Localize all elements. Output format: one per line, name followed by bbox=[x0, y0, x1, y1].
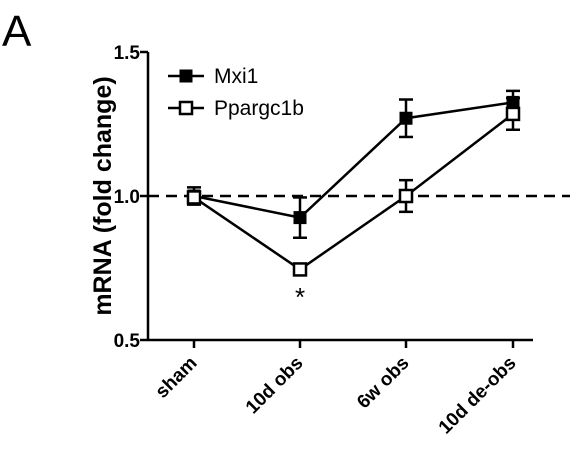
data-point bbox=[292, 262, 308, 277]
series-group bbox=[186, 89, 521, 277]
y-tick-label: 0.5 bbox=[114, 331, 141, 352]
legend: Mxi1 Ppargc1b bbox=[168, 65, 304, 120]
annotations: * bbox=[295, 282, 305, 312]
x-tick-label: 6w obs bbox=[353, 353, 413, 413]
legend-marker bbox=[179, 69, 193, 83]
legend-marker bbox=[178, 100, 194, 116]
y-axis-label: mRNA (fold change) bbox=[89, 76, 117, 315]
series-Ppargc1b bbox=[186, 96, 521, 277]
panel-label: A bbox=[2, 7, 32, 56]
x-ticks: sham 10d obs 6w obs 10d de-obs bbox=[152, 340, 521, 438]
series-line bbox=[193, 112, 514, 271]
x-tick-label: 10d obs bbox=[242, 353, 308, 419]
x-tick-label: sham bbox=[152, 353, 202, 403]
y-ticks: 0.5 1.0 1.5 bbox=[114, 43, 148, 352]
legend-label: Ppargc1b bbox=[214, 97, 304, 120]
x-tick-label: 10d de-obs bbox=[435, 353, 521, 439]
y-tick-label: 1.0 bbox=[114, 187, 140, 208]
series-line bbox=[193, 101, 514, 219]
data-point bbox=[505, 106, 521, 122]
y-tick-label: 1.5 bbox=[114, 43, 141, 64]
data-point bbox=[398, 188, 414, 204]
data-point bbox=[293, 211, 307, 225]
data-point bbox=[399, 111, 413, 125]
data-point bbox=[186, 190, 202, 205]
significance-marker: * bbox=[295, 282, 305, 312]
legend-label: Mxi1 bbox=[214, 65, 258, 88]
